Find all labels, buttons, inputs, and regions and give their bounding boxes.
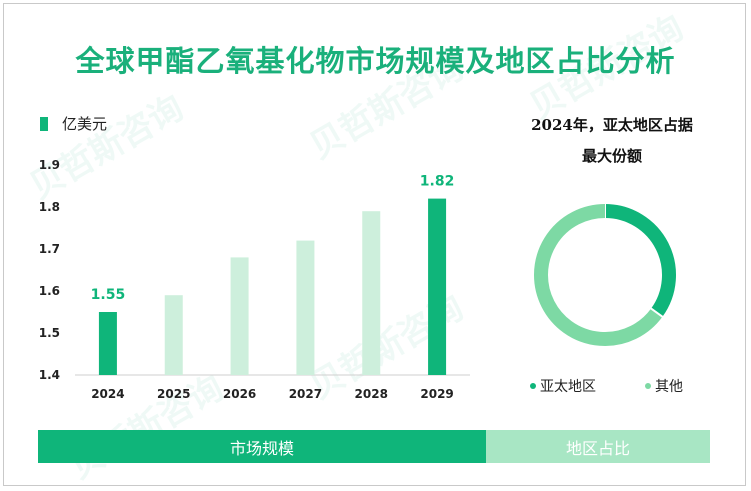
y-tick-label: 1.8	[39, 200, 60, 214]
pie-legend-item: 亚太地区	[530, 376, 596, 396]
slice-separator	[644, 303, 669, 322]
page-title: 全球甲酯乙氧基化物市场规模及地区占比分析	[75, 44, 676, 78]
pie-title: 2024年，亚太地区占据 最大份额	[494, 110, 730, 172]
y-tick-label: 1.6	[39, 284, 60, 298]
pie-title-line2: 最大份额	[581, 147, 642, 165]
x-tick-label: 2029	[420, 387, 453, 401]
footer-tabs: 市场规模 地区占比	[38, 430, 710, 463]
donut-slice-0	[604, 204, 676, 317]
x-tick-label: 2025	[157, 387, 190, 401]
data-label-2029: 1.82	[420, 174, 455, 190]
bar-chart: 1.4 1.5 1.6 1.7 1.8 1.9 2024 1.55 2025 2026 2027 20…	[39, 158, 470, 401]
tab-market-size[interactable]: 市场规模	[38, 430, 486, 463]
y-tick-label: 1.7	[39, 242, 60, 256]
legend-label-other: 其他	[655, 379, 683, 395]
bar-2024	[98, 312, 117, 375]
x-tick-label: 2026	[223, 387, 256, 401]
bar-2028	[362, 211, 381, 375]
y-tick-label: 1.5	[39, 326, 60, 340]
x-tick-label: 2028	[355, 387, 388, 401]
unit-label: 亿美元	[62, 115, 108, 133]
bar-2029	[428, 198, 447, 375]
data-label-2024: 1.55	[91, 287, 126, 303]
legend-dot-other	[645, 383, 651, 389]
tab-region-share[interactable]: 地区占比	[486, 430, 710, 463]
pie-title-line1: 2024年，亚太地区占据	[531, 116, 693, 134]
bar-2025	[164, 295, 183, 375]
donut-chart	[534, 197, 676, 346]
donut-slice-1	[534, 204, 663, 346]
bar-2026	[230, 257, 249, 375]
y-tick-label: 1.9	[39, 158, 60, 172]
y-tick-label: 1.4	[39, 368, 60, 382]
legend-swatch	[40, 116, 48, 131]
x-tick-label: 2027	[289, 387, 322, 401]
legend-dot-asia	[530, 383, 536, 389]
bar-2027	[296, 240, 315, 375]
pie-legend-item: 其他	[645, 376, 683, 396]
legend-label-asia: 亚太地区	[540, 379, 596, 395]
x-tick-label: 2024	[91, 387, 124, 401]
unit-legend: 亿美元	[40, 113, 107, 134]
